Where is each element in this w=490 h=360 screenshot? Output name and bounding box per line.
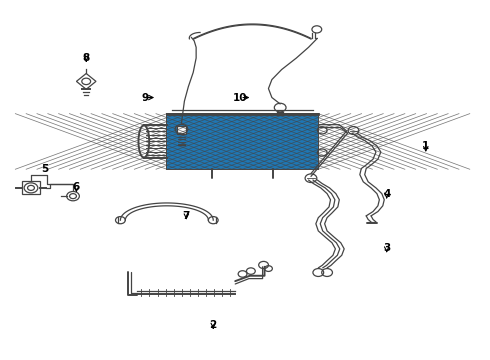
Bar <box>22 181 40 194</box>
Text: 10: 10 <box>233 93 247 103</box>
Text: 1: 1 <box>422 141 429 151</box>
Text: 8: 8 <box>83 53 90 63</box>
Text: 6: 6 <box>73 182 80 192</box>
Bar <box>167 114 318 169</box>
Bar <box>176 126 186 134</box>
Bar <box>167 114 318 169</box>
Text: 7: 7 <box>183 211 190 221</box>
Text: 3: 3 <box>383 243 391 253</box>
Text: 2: 2 <box>210 320 217 330</box>
Text: 5: 5 <box>41 164 49 174</box>
Text: 4: 4 <box>383 189 391 199</box>
Text: 9: 9 <box>141 93 148 103</box>
